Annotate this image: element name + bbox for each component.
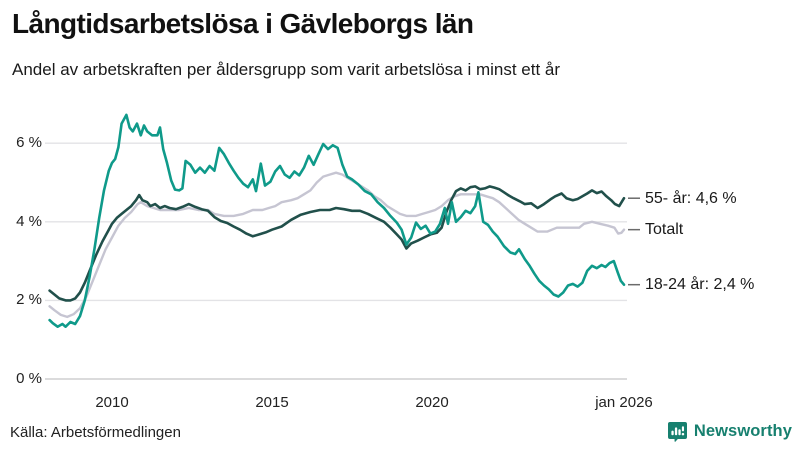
series-end-label-55--r: 55- år: 4,6 % xyxy=(645,189,737,207)
x-tick-label: 2015 xyxy=(255,394,289,411)
series-end-label-Totalt: Totalt xyxy=(645,221,684,239)
page-title: Långtidsarbetslösa i Gävleborgs län xyxy=(12,8,474,39)
y-tick-label: 6 % xyxy=(16,134,42,152)
x-tick-label: 2020 xyxy=(415,394,449,411)
x-tick-label: 2010 xyxy=(95,394,129,411)
series-line-Totalt xyxy=(48,171,626,319)
series-line-18-24-r xyxy=(48,113,626,329)
series-line-55--r xyxy=(48,185,626,302)
brand-lockup: Newsworthy xyxy=(667,421,792,442)
newsworthy-logo-icon xyxy=(667,422,687,442)
brand-name: Newsworthy xyxy=(693,422,792,440)
x-tick-label: jan 2026 xyxy=(595,394,653,411)
y-tick-label: 0 % xyxy=(16,370,42,387)
y-tick-label: 4 % xyxy=(16,212,42,230)
series-end-label-18-24-r: 18-24 år: 2,4 % xyxy=(645,276,755,294)
y-tick-label: 2 % xyxy=(16,291,42,309)
source-note: Källa: Arbetsförmedlingen xyxy=(10,424,181,441)
chart-subtitle: Andel av arbetskraften per åldersgrupp s… xyxy=(12,60,561,79)
